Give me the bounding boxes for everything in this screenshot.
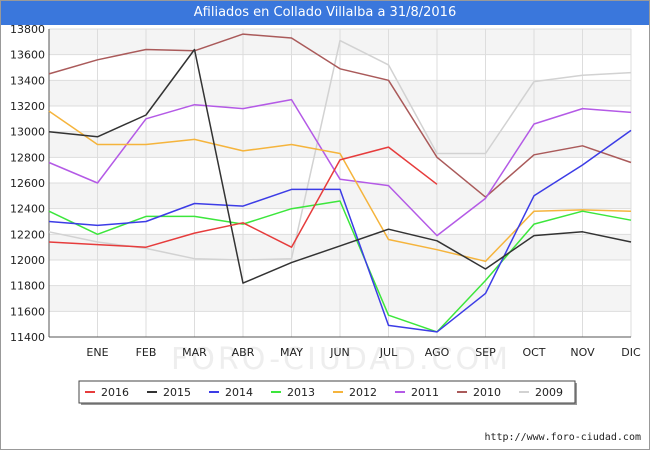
credit-text: http://www.foro-ciudad.com	[484, 432, 641, 443]
y-tick-label: 11800	[10, 280, 45, 293]
y-tick-label: 11600	[10, 305, 45, 318]
series-line-2015	[48, 48, 632, 284]
series-line-2014	[48, 129, 632, 333]
legend-label-2013: 2013	[287, 386, 315, 399]
y-tick-label: 13400	[10, 74, 45, 87]
x-tick-label: JUN	[329, 346, 350, 359]
x-tick-label: MAY	[280, 346, 303, 359]
y-tick-label: 12400	[10, 203, 45, 216]
y-tick-label: 13200	[10, 100, 45, 113]
y-tick-label: 13600	[10, 49, 45, 62]
chart-title: Afiliados en Collado Villalba a 31/8/201…	[1, 1, 649, 25]
legend: 2016 2015 2014 2013 2012 2011 2010 2009	[78, 380, 577, 405]
y-tick-labels: 11400 11600 11800 12000 12200 12400 12600 12800…	[10, 23, 45, 344]
watermark-text: FORO-CIUDAD.COM	[171, 342, 511, 377]
legend-label-2009: 2009	[535, 386, 563, 399]
legend-box	[78, 380, 576, 404]
y-tick-label: 13800	[10, 23, 45, 36]
series-line-2012	[48, 110, 632, 263]
series-line-2013	[48, 200, 632, 333]
x-tick-label: OCT	[522, 346, 545, 359]
series-line-2010	[48, 33, 632, 198]
x-tick-label: ENE	[86, 346, 108, 359]
legend-label-2014: 2014	[225, 386, 253, 399]
x-tick-label: FEB	[136, 346, 157, 359]
series-line-2011	[48, 98, 632, 237]
x-tick-label: ABR	[232, 346, 255, 359]
x-tick-label: JUL	[379, 346, 398, 359]
legend-label-2012: 2012	[349, 386, 377, 399]
x-tick-label: SEP	[475, 346, 496, 359]
axes	[48, 29, 631, 338]
series-line-2016	[48, 146, 438, 248]
y-tick-label: 12000	[10, 254, 45, 267]
series-line-2009	[48, 39, 632, 261]
legend-label-2016: 2016	[101, 386, 129, 399]
x-tick-label: AGO	[425, 346, 450, 359]
legend-label-2015: 2015	[163, 386, 191, 399]
series-lines	[48, 33, 632, 333]
y-tick-label: 13000	[10, 126, 45, 139]
legend-label-2010: 2010	[473, 386, 501, 399]
x-tick-label: NOV	[570, 346, 595, 359]
y-tick-label: 11400	[10, 331, 45, 344]
y-tick-label: 12600	[10, 177, 45, 190]
x-tick-label: MAR	[182, 346, 207, 359]
legend-label-2011: 2011	[411, 386, 439, 399]
y-tick-label: 12800	[10, 151, 45, 164]
x-tick-label: DIC	[621, 346, 641, 359]
y-tick-label: 12200	[10, 228, 45, 241]
x-tick-labels: ENE FEB MAR ABR MAY JUN JUL AGO SEP OCT NOV DIC	[86, 346, 641, 359]
